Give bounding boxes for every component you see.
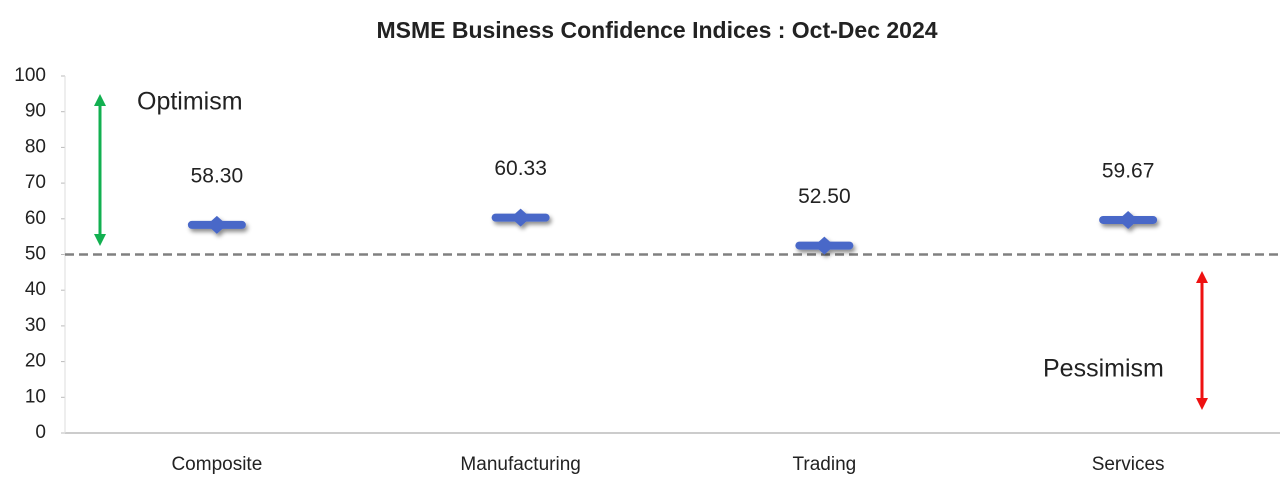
annotation: Optimism bbox=[137, 88, 243, 116]
y-tick-label: 20 bbox=[25, 351, 46, 372]
x-tick-label: Manufacturing bbox=[460, 454, 580, 475]
y-tick-label: 30 bbox=[25, 315, 46, 336]
y-tick-label: 60 bbox=[25, 208, 46, 229]
y-tick-label: 40 bbox=[25, 279, 46, 300]
data-label: 58.30 bbox=[191, 164, 244, 187]
y-tick-label: 80 bbox=[25, 136, 46, 157]
data-label: 59.67 bbox=[1102, 160, 1155, 183]
annotation: Pessimism bbox=[1043, 355, 1164, 383]
y-tick-label: 100 bbox=[14, 65, 46, 86]
data-label: 60.33 bbox=[494, 157, 547, 180]
marker bbox=[1099, 210, 1158, 229]
marker bbox=[187, 215, 246, 234]
marker-diamond bbox=[1118, 210, 1139, 229]
chart-title: MSME Business Confidence Indices : Oct-D… bbox=[376, 17, 937, 43]
marker-diamond bbox=[510, 208, 531, 227]
data-label: 52.50 bbox=[798, 185, 851, 208]
x-tick-label: Services bbox=[1092, 454, 1165, 475]
y-tick-label: 70 bbox=[25, 172, 46, 193]
x-tick-label: Composite bbox=[171, 454, 262, 475]
marker bbox=[491, 208, 550, 227]
marker-diamond bbox=[814, 236, 835, 255]
y-tick-label: 90 bbox=[25, 101, 46, 122]
y-tick-label: 50 bbox=[25, 244, 46, 265]
marker-diamond bbox=[206, 215, 227, 234]
y-tick-label: 0 bbox=[35, 422, 46, 443]
marker bbox=[795, 236, 854, 255]
x-tick-label: Trading bbox=[793, 454, 857, 475]
y-tick-label: 10 bbox=[25, 386, 46, 407]
